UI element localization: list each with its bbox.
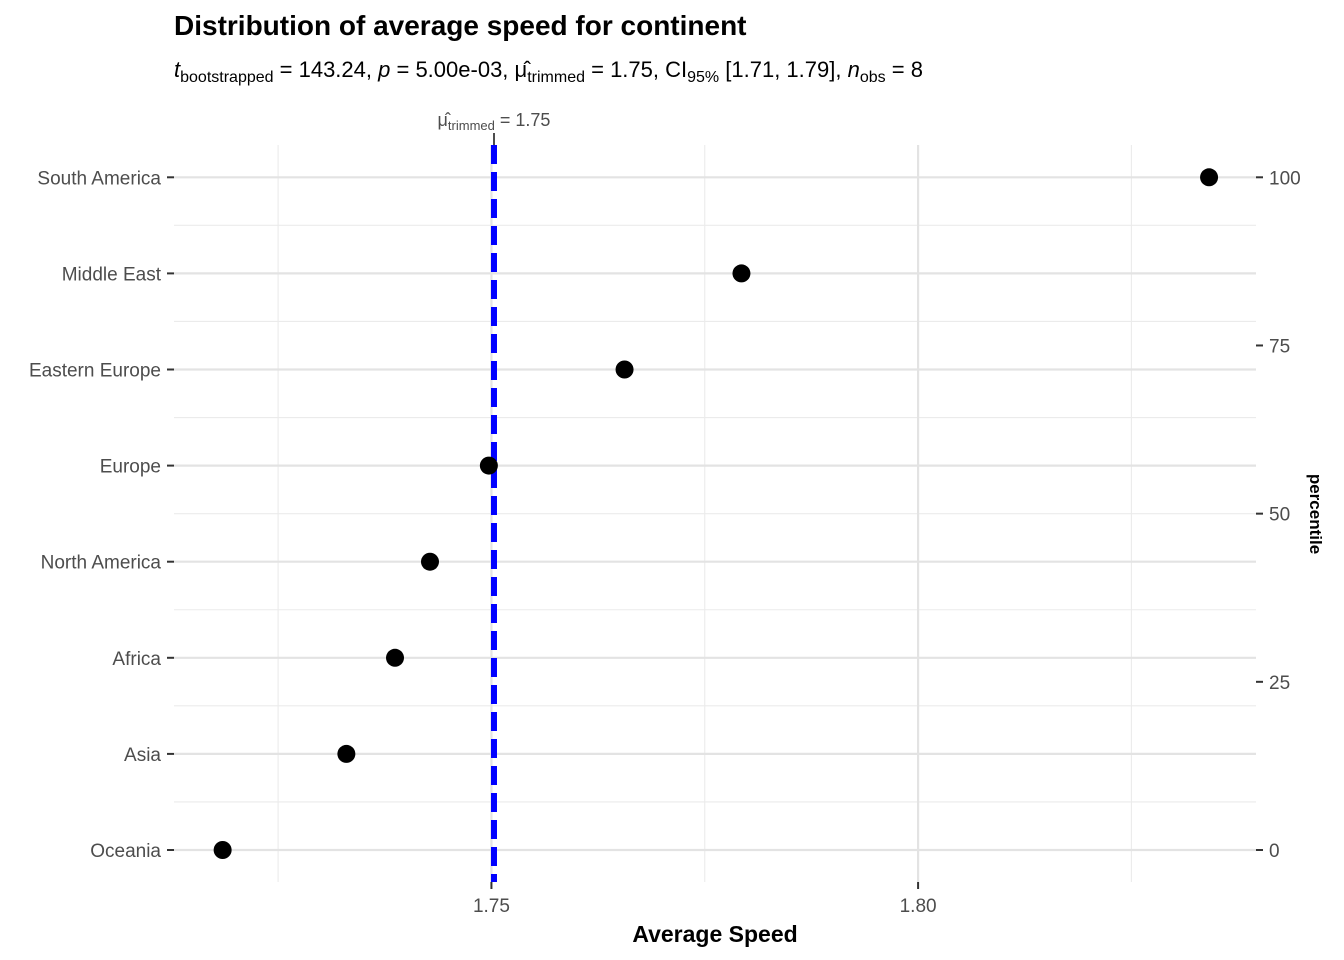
y-tick-label-4: Europe xyxy=(100,457,161,478)
right-axis-title: percentile xyxy=(1306,474,1325,554)
x-axis-title: Average Speed xyxy=(632,921,797,947)
points xyxy=(213,168,1219,859)
y-tick-label-5: Eastern Europe xyxy=(29,361,161,382)
point-europe xyxy=(479,456,498,475)
point-south-america xyxy=(1200,168,1219,187)
chart-title: Distribution of average speed for contin… xyxy=(174,10,747,41)
x-tick-label-1: 1.80 xyxy=(900,896,937,917)
point-asia xyxy=(337,744,356,763)
grid-minor xyxy=(174,145,1256,882)
mean-annotation: μ̂trimmed = 1.75 xyxy=(438,110,551,133)
y-tick-label-3: North America xyxy=(41,553,162,574)
right-tick-label-4: 100 xyxy=(1269,168,1301,189)
point-africa xyxy=(386,648,405,667)
y-tick-label-7: South America xyxy=(37,168,161,189)
point-eastern-europe xyxy=(615,360,634,379)
point-north-america xyxy=(420,552,439,571)
point-oceania xyxy=(213,841,232,859)
y-tick-label-6: Middle East xyxy=(62,264,162,285)
chart-subtitle: tbootstrapped = 143.24, p = 5.00e-03, μ̂… xyxy=(174,57,923,86)
point-middle-east xyxy=(732,264,751,283)
right-tick-label-1: 25 xyxy=(1269,673,1290,694)
y-tick-label-2: Africa xyxy=(112,649,161,670)
right-tick-label-2: 50 xyxy=(1269,505,1290,526)
left-axis: Oceania Asia Africa North America Europe East… xyxy=(29,168,174,862)
y-tick-label-0: Oceania xyxy=(90,841,161,862)
right-tick-label-0: 0 xyxy=(1269,841,1280,862)
right-axis: 0 25 50 75 100 xyxy=(1256,168,1301,862)
x-tick-label-0: 1.75 xyxy=(473,896,510,917)
right-tick-label-3: 75 xyxy=(1269,336,1290,357)
y-tick-label-1: Asia xyxy=(124,745,161,766)
bottom-axis: 1.75 1.80 xyxy=(473,882,937,917)
